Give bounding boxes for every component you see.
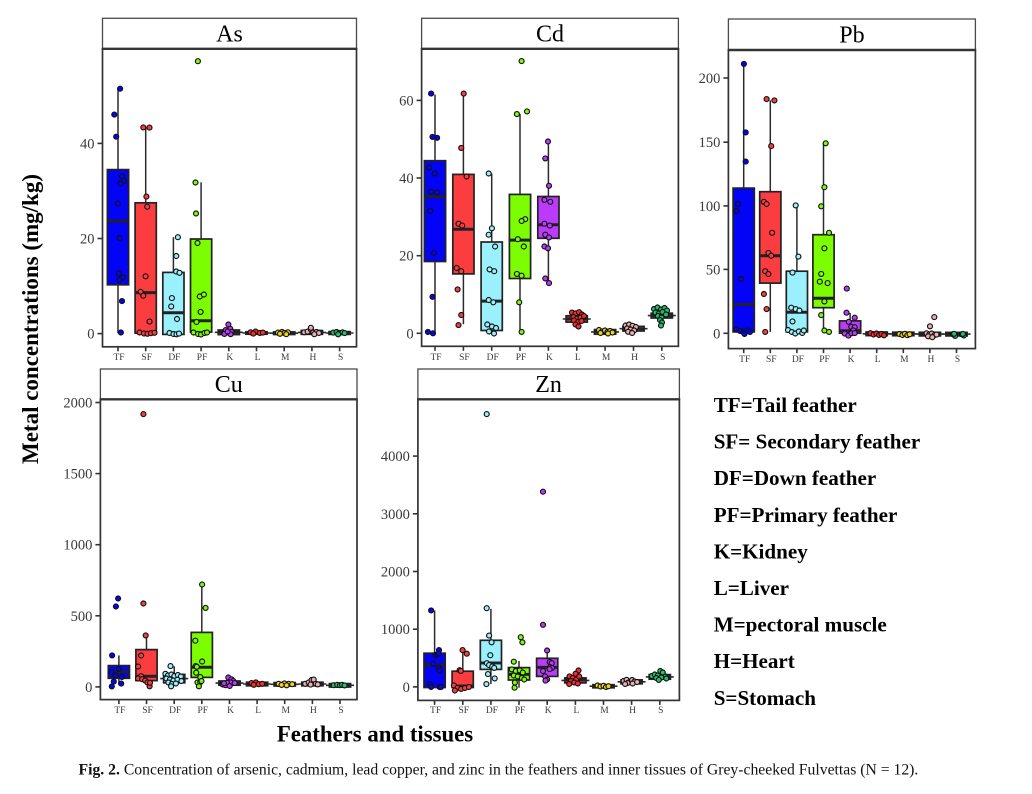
svg-text:Metal concentrations (mg/kg): Metal concentrations (mg/kg)	[18, 174, 43, 464]
svg-text:1000: 1000	[63, 538, 92, 554]
svg-text:K=Kidney: K=Kidney	[714, 539, 809, 563]
svg-text:L=Liver: L=Liver	[714, 576, 789, 600]
svg-text:DF: DF	[168, 353, 180, 363]
svg-text:S: S	[955, 355, 960, 365]
svg-text:0: 0	[406, 326, 413, 342]
svg-text:M: M	[602, 353, 611, 363]
svg-text:H: H	[310, 706, 317, 716]
svg-text:500: 500	[71, 609, 93, 625]
svg-text:PF: PF	[515, 706, 526, 716]
svg-text:Cu: Cu	[215, 372, 243, 398]
svg-text:DF=Down feather: DF=Down feather	[714, 466, 877, 490]
svg-text:PF: PF	[516, 353, 527, 363]
svg-text:1000: 1000	[381, 622, 410, 638]
svg-text:Fig. 2. Concentration of arsen: Fig. 2. Concentration of arsenic, cadmiu…	[79, 762, 919, 779]
svg-text:SF: SF	[142, 706, 153, 716]
svg-text:DF: DF	[486, 706, 498, 716]
svg-text:S: S	[338, 353, 343, 363]
svg-text:Cd: Cd	[536, 21, 564, 47]
svg-text:TF=Tail feather: TF=Tail feather	[714, 393, 857, 417]
svg-text:0: 0	[403, 680, 410, 696]
svg-text:H=Heart: H=Heart	[714, 649, 795, 673]
svg-text:SF: SF	[459, 353, 470, 363]
svg-text:TF: TF	[430, 353, 441, 363]
svg-text:L: L	[575, 353, 581, 363]
svg-text:4000: 4000	[381, 449, 410, 465]
svg-text:SF: SF	[766, 355, 777, 365]
svg-text:SF: SF	[459, 706, 470, 716]
svg-text:2000: 2000	[63, 396, 92, 412]
svg-text:TF: TF	[739, 355, 750, 365]
svg-text:Zn: Zn	[535, 372, 562, 398]
svg-text:200: 200	[699, 71, 721, 87]
svg-text:SF= Secondary feather: SF= Secondary feather	[714, 430, 921, 454]
svg-text:M: M	[281, 706, 290, 716]
svg-text:K: K	[227, 706, 234, 716]
svg-text:M: M	[900, 355, 909, 365]
svg-text:DF: DF	[792, 355, 804, 365]
svg-text:Pb: Pb	[839, 23, 864, 49]
svg-text:60: 60	[399, 93, 414, 109]
svg-text:L: L	[573, 706, 579, 716]
svg-text:S: S	[658, 706, 663, 716]
svg-text:2000: 2000	[381, 565, 410, 581]
svg-text:DF: DF	[169, 706, 181, 716]
svg-text:20: 20	[399, 249, 414, 265]
svg-text:PF: PF	[198, 706, 209, 716]
svg-text:40: 40	[399, 171, 414, 187]
svg-text:SF: SF	[141, 353, 152, 363]
svg-text:As: As	[216, 21, 243, 47]
svg-text:S=Stomach: S=Stomach	[714, 686, 817, 710]
svg-text:S: S	[338, 706, 343, 716]
svg-text:20: 20	[80, 232, 95, 248]
svg-text:3000: 3000	[381, 507, 410, 523]
svg-text:K: K	[226, 353, 233, 363]
svg-text:100: 100	[699, 199, 721, 215]
svg-text:K: K	[848, 355, 855, 365]
svg-text:DF: DF	[487, 353, 499, 363]
svg-text:1500: 1500	[63, 467, 92, 483]
svg-text:0: 0	[713, 326, 720, 342]
svg-text:L: L	[875, 355, 881, 365]
svg-text:K: K	[546, 353, 553, 363]
svg-text:Feathers and tissues: Feathers and tissues	[277, 722, 473, 747]
svg-text:H: H	[631, 353, 638, 363]
svg-text:150: 150	[699, 135, 721, 151]
svg-text:PF=Primary feather: PF=Primary feather	[714, 503, 898, 527]
svg-text:H: H	[629, 706, 636, 716]
svg-text:M: M	[281, 353, 290, 363]
svg-text:L: L	[255, 706, 261, 716]
svg-text:K: K	[545, 706, 552, 716]
svg-text:TF: TF	[430, 706, 441, 716]
svg-text:40: 40	[80, 136, 95, 152]
svg-text:0: 0	[85, 680, 92, 696]
svg-text:TF: TF	[114, 706, 125, 716]
svg-text:PF: PF	[197, 353, 208, 363]
svg-text:M: M	[600, 706, 609, 716]
svg-text:H: H	[309, 353, 316, 363]
svg-text:M=pectoral muscle: M=pectoral muscle	[714, 613, 887, 637]
svg-text:S: S	[660, 353, 665, 363]
svg-text:L: L	[255, 353, 261, 363]
svg-text:TF: TF	[113, 353, 124, 363]
svg-text:H: H	[927, 355, 934, 365]
svg-text:PF: PF	[819, 355, 830, 365]
svg-text:50: 50	[706, 262, 721, 278]
svg-text:0: 0	[87, 327, 94, 343]
